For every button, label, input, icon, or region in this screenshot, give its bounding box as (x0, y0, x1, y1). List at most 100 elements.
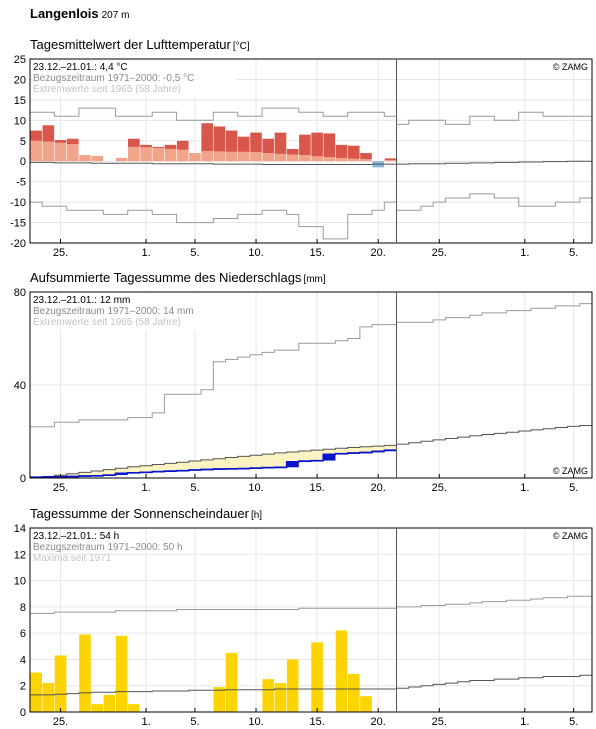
temp-bar-anomaly-day-18 (237, 136, 250, 152)
precip-deficit-day-14 (188, 461, 202, 470)
temp-bar-day-19 (250, 152, 262, 162)
sun-bar-day-26 (335, 630, 348, 712)
temp-bar-anomaly-day-12 (164, 144, 177, 149)
precip-max-line (30, 303, 592, 428)
sun-x-tick-label: 5. (569, 716, 578, 728)
station-name: Langenlois (30, 6, 99, 21)
temp-unit: [°C] (232, 41, 250, 52)
sun-y-tick-label: 12 (14, 549, 26, 561)
sun-y-tick-label: 10 (14, 576, 26, 588)
precip-deficit-day-23 (298, 451, 311, 462)
sun-x-tick-label: 10. (248, 716, 263, 728)
precip-x-tick-label: 1. (520, 482, 529, 494)
temp-x-tick-label: 20. (371, 247, 386, 259)
temp-bar-day-12 (164, 148, 177, 162)
temp-min-line (30, 193, 592, 240)
temp-x-tick-label: 10. (248, 247, 263, 259)
precip-deficit-day-5 (78, 472, 92, 476)
precip-deficit-day-19 (249, 455, 263, 469)
precip-normal-line (30, 425, 592, 479)
temp-bar-day-16 (213, 151, 226, 162)
precip-x-tick-label: 25. (53, 482, 68, 494)
temp-bar-anomaly-day-13 (176, 140, 189, 150)
sun-bar-day-1 (30, 672, 42, 712)
precipitation-chart: 80 40 0 25. 1. 5. 10. 15. 20. 25. 1. 5. 23.12.–21.01… (14, 287, 593, 494)
temp-bar-anomaly-day-1 (30, 130, 42, 141)
sun-bar-day-22 (286, 659, 299, 712)
precip-panel-title: Aufsummierte Tagessumme des Niederschlag… (30, 270, 326, 285)
precip-deficit-day-7 (103, 469, 116, 475)
precip-deficit-day-8 (115, 468, 128, 474)
temp-x-tick-label: 1. (520, 247, 529, 259)
temp-bar-anomaly-day-22 (286, 148, 299, 155)
temp-x-tick-label: 25. (432, 247, 447, 259)
station-header: Langenlois 207 m (30, 6, 129, 21)
temp-bar-day-15 (201, 151, 213, 162)
sun-bar-day-17 (225, 652, 238, 712)
precip-deficit-day-22 (286, 451, 299, 462)
precip-x-tick-label: 1. (141, 482, 150, 494)
precip-legend-line-2: Bezugszeitraum 1971–2000: 14 mm (33, 306, 194, 317)
sun-bar-day-2 (42, 683, 55, 712)
sun-bar-day-5 (79, 634, 91, 712)
precip-deficit-day-29 (372, 446, 385, 452)
sun-bar-day-28 (360, 696, 372, 712)
temp-y-tick-label: 20 (14, 74, 26, 86)
precip-deficit-day-27 (347, 447, 360, 453)
temp-bar-day-3 (54, 142, 67, 162)
sun-y-tick-label: 4 (20, 654, 26, 666)
temp-bar-anomaly-day-26 (335, 144, 348, 158)
temp-bar-day-13 (176, 149, 189, 162)
temp-bar-day-24 (311, 156, 323, 162)
precip-deficit-day-15 (201, 459, 214, 470)
temp-bar-day-28 (360, 159, 372, 162)
temp-bar-anomaly-day-23 (299, 134, 311, 156)
temp-bar-anomaly-day-28 (360, 153, 372, 160)
precip-legend-bg (32, 294, 237, 330)
sun-bar-day-9 (128, 704, 140, 712)
temp-bar-anomaly-day-10 (140, 144, 152, 148)
temp-bar-anomaly-day-19 (250, 132, 262, 153)
temp-bar-day-17 (225, 151, 238, 162)
sun-x-tick-label: 25. (432, 716, 447, 728)
precip-x-tick-label: 10. (248, 482, 263, 494)
sun-bar-day-7 (103, 694, 116, 712)
precip-copyright: © ZAMG (553, 466, 588, 476)
temp-mean-line (30, 160, 592, 165)
temp-bar-anomaly-day-21 (274, 132, 287, 154)
temp-bar-day-22 (286, 154, 299, 162)
temp-y-tick-label: 15 (14, 95, 26, 107)
precip-unit: [mm] (303, 274, 326, 285)
temp-bar-day-10 (140, 147, 152, 162)
precip-deficit-day-26 (335, 448, 348, 454)
temp-bar-day-5 (79, 155, 91, 162)
sun-legend-line-2: Bezugszeitraum 1971–2000: 50 h (33, 542, 183, 553)
station-elevation: 207 m (101, 10, 130, 21)
sun-legend-line-1: 23.12.–21.01.: 54 h (33, 531, 119, 542)
temp-bar-day-18 (237, 151, 250, 162)
precip-x-tick-label: 25. (432, 482, 447, 494)
precip-deficit-day-30 (384, 445, 397, 451)
precip-deficit-day-20 (262, 454, 275, 468)
sun-x-tick-label: 5. (190, 716, 199, 728)
precip-deficit-day-16 (213, 458, 226, 469)
temp-bar-anomaly-day-25 (323, 133, 336, 158)
precip-y-tick-label: 80 (14, 287, 26, 299)
precip-deficit-day-28 (359, 446, 373, 453)
temp-x-tick-label: 25. (53, 247, 68, 259)
sun-x-tick-label: 15. (309, 716, 324, 728)
temp-x-tick-label: 5. (190, 247, 199, 259)
temp-x-tick-label: 15. (309, 247, 324, 259)
precip-x-tick-label: 5. (569, 482, 578, 494)
temp-copyright: © ZAMG (553, 62, 588, 72)
temp-bar-day-30 (384, 159, 397, 162)
temperature-chart: 25 20 15 10 5 0 -5 -10 -15 -20 25. 1. 5. 10. 15. 20. 25.… (10, 54, 593, 259)
sun-unit: [h] (250, 510, 263, 521)
temp-y-tick-label: 25 (14, 54, 26, 66)
precip-y-tick-label: 0 (20, 473, 26, 485)
temp-legend-line-3: Extremwerte seit 1965 (58 Jahre) (33, 84, 181, 95)
temp-bar-anomaly-day-17 (225, 130, 238, 152)
sun-bar-day-6 (91, 704, 104, 712)
temp-bar-anomaly-day-2 (42, 125, 55, 142)
precip-bar-day-8 (115, 473, 128, 475)
